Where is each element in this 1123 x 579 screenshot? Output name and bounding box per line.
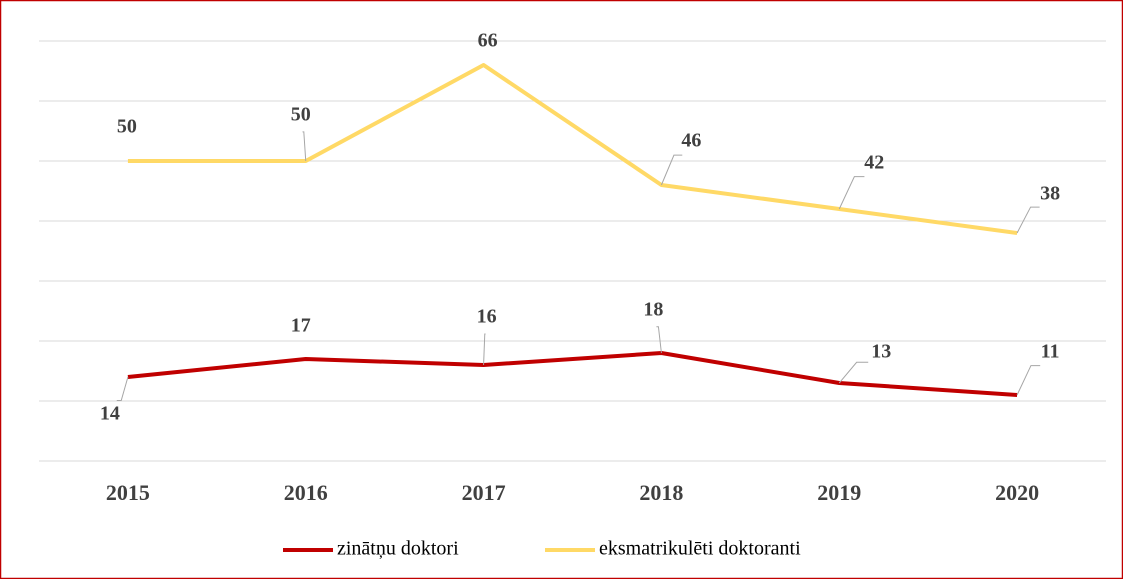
leader-line (656, 326, 662, 354)
leader-line (483, 333, 486, 366)
x-tick-label: 2018 (639, 480, 683, 505)
leader-line (116, 376, 129, 402)
data-label: 11 (1041, 341, 1060, 363)
leader-line (302, 131, 307, 162)
data-label: 42 (864, 152, 884, 174)
data-label: 50 (117, 116, 137, 138)
x-tick-label: 2017 (462, 480, 506, 505)
leader-line (1016, 206, 1040, 234)
data-label: 66 (478, 30, 498, 52)
data-label: 38 (1040, 183, 1060, 205)
leader-line (1016, 365, 1041, 396)
data-label: 50 (291, 104, 311, 126)
data-label: 17 (291, 315, 311, 337)
data-label: 16 (477, 306, 497, 328)
x-tick-label: 2019 (817, 480, 861, 505)
legend-label: zinātņu doktori (337, 538, 459, 560)
data-label: 14 (100, 403, 120, 425)
series-line (127, 351, 1018, 397)
x-tick-label: 2016 (284, 480, 328, 505)
leader-line (838, 361, 869, 384)
leader-line (838, 176, 865, 210)
data-label: 18 (643, 299, 663, 321)
x-tick-label: 2015 (106, 480, 150, 505)
leader-line (660, 154, 683, 186)
legend-label: eksmatrikulēti doktoranti (599, 538, 801, 560)
data-label: 46 (681, 130, 701, 152)
data-label: 13 (871, 341, 891, 363)
series-line (127, 63, 1018, 235)
x-tick-label: 2020 (995, 480, 1039, 505)
